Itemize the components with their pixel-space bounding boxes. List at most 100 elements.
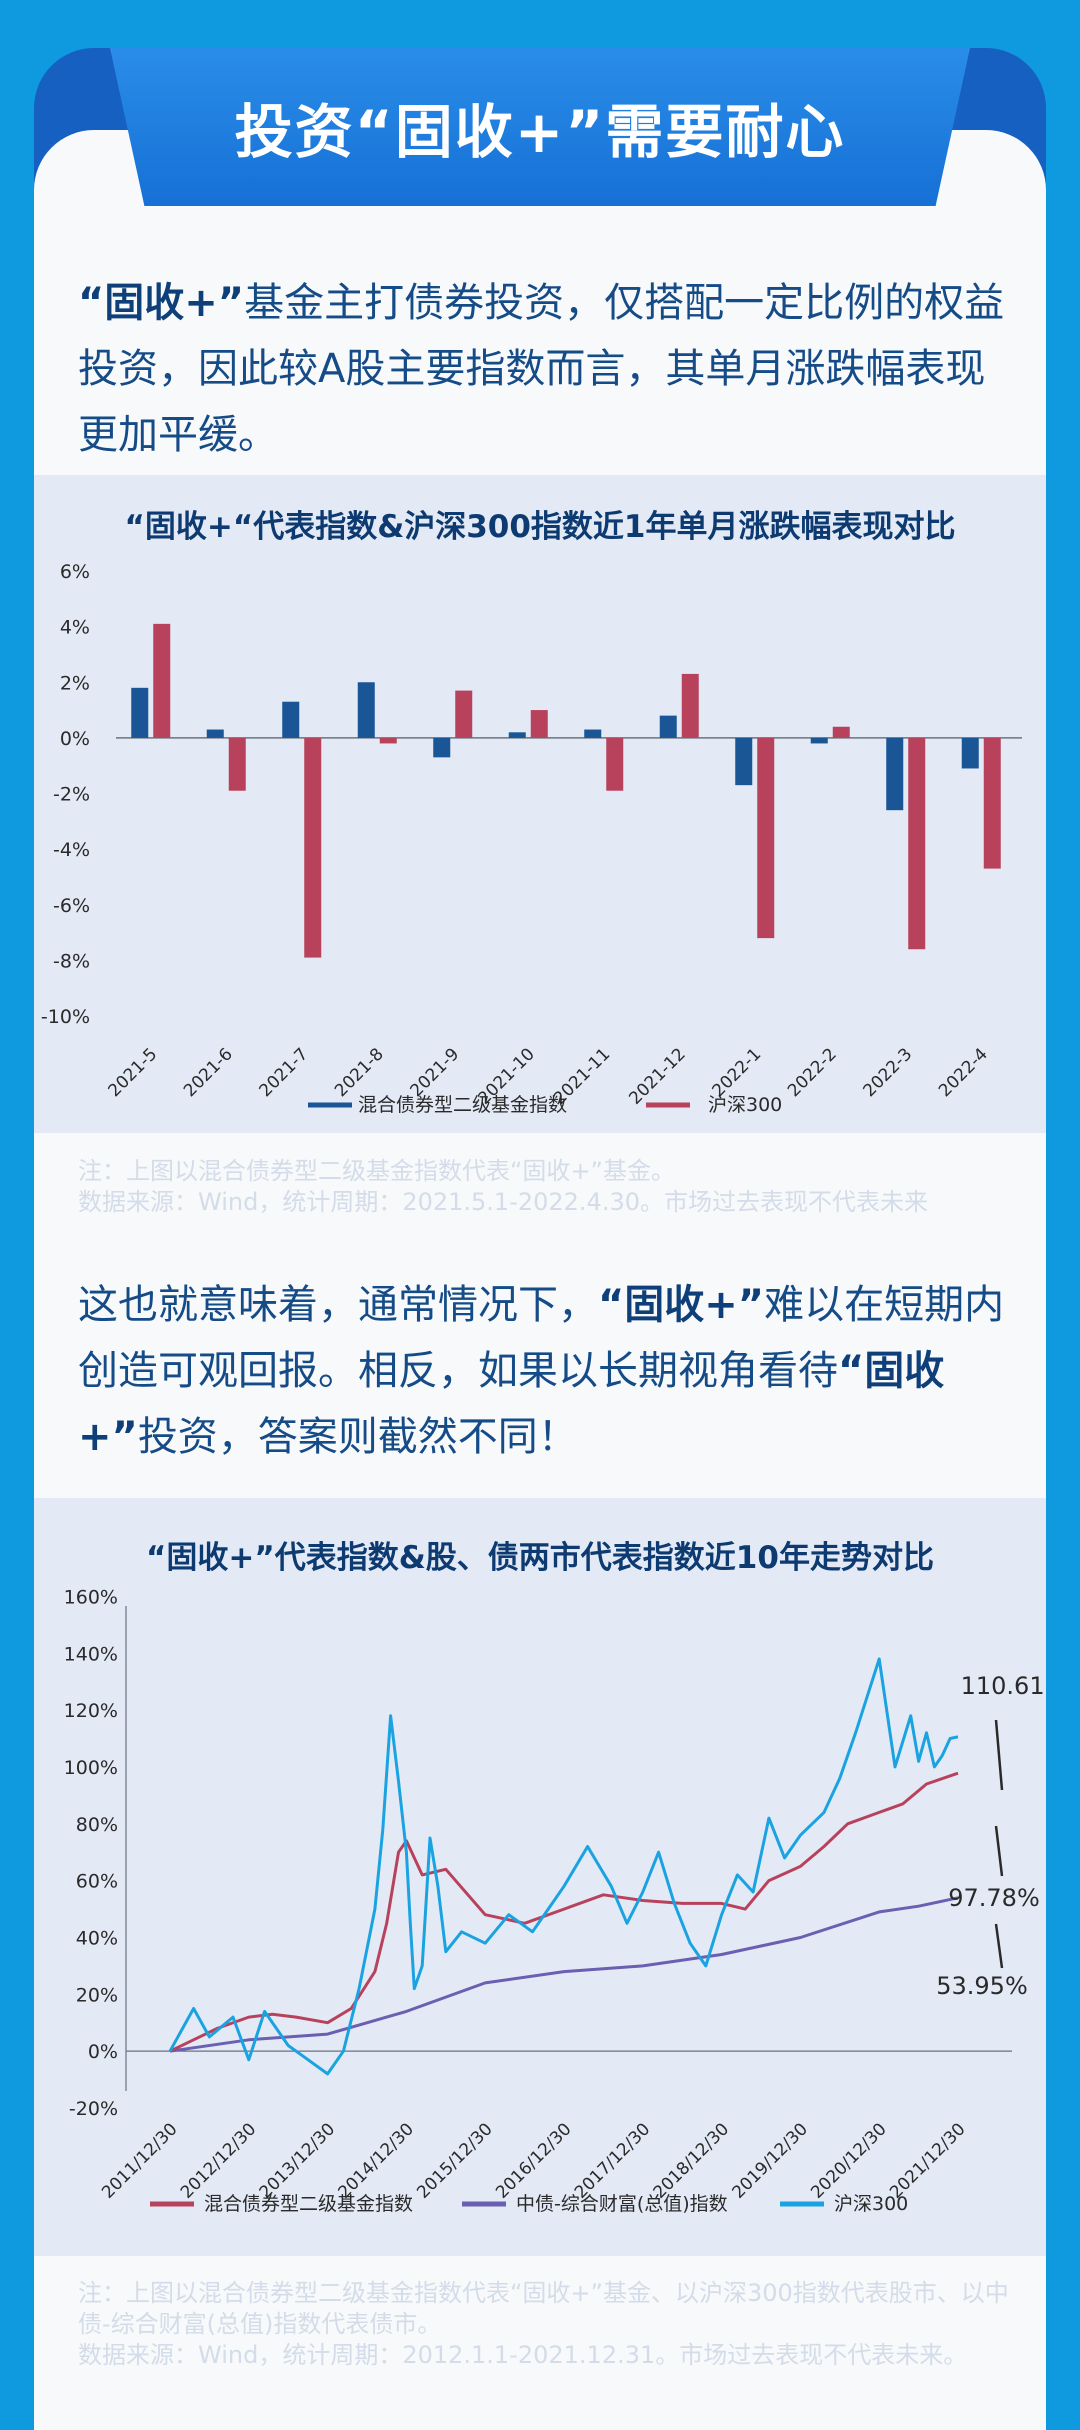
chart1-x-tick: 2022-2 [784, 1044, 841, 1101]
chart2-x-tick: 2020/12/30 [807, 2119, 890, 2202]
middle-text2: 难以在短期内创造可观回报。相反，如果以长期视角看待 [78, 1282, 1005, 1394]
chart2-y-tick: 0% [88, 2041, 118, 2063]
intro-text: 基金主打债券投资，仅搭配一定比例的权益投资，因此较A股主要指数而言，其单月涨跌幅… [78, 280, 1005, 458]
chart2-y-tick: 40% [76, 1927, 118, 1949]
chart1-y-tick: -10% [41, 1006, 90, 1028]
chart1-bar [606, 737, 624, 791]
middle-bold1: “固收+” [598, 1282, 765, 1328]
chart1-x-tick: 2021-12 [625, 1044, 689, 1108]
chart1-legend-label: 混合债券型二级基金指数 [358, 1094, 567, 1116]
chart1-x-tick: 2021-9 [407, 1044, 464, 1101]
chart2-y-tick: -20% [69, 2098, 118, 2120]
chart1-bar [131, 687, 149, 738]
chart2-series-line [168, 1657, 959, 2076]
chart2-x-tick: 2016/12/30 [492, 2119, 575, 2202]
chart2-x-tick: 2012/12/30 [177, 2119, 260, 2202]
chart2-x-tick: 2015/12/30 [413, 2119, 496, 2202]
chart2-x-tick: 2017/12/30 [571, 2119, 654, 2202]
chart2-series-line [169, 1771, 959, 2053]
chart1-bar [810, 737, 828, 744]
chart1-panel: “固收+“代表指数&沪深300指数近1年单月涨跌幅表现对比 6% 4% 2% 0% -2… [34, 475, 1046, 1133]
chart1-title: “固收+“代表指数&沪深300指数近1年单月涨跌幅表现对比 [124, 509, 956, 545]
chart2-title: “固收+”代表指数&股、债两市代表指数近10年走势对比 [146, 1540, 934, 1576]
chart2-y-tick: 20% [76, 1984, 118, 2006]
chart1-y-tick: 4% [60, 617, 90, 639]
chart1-bar [908, 737, 926, 950]
chart1-y-tick: -6% [53, 895, 90, 917]
chart1-x-tick: 2022-3 [860, 1044, 917, 1101]
intro-paragraph: “固收+”基金主打债券投资，仅搭配一定比例的权益投资，因此较A股主要指数而言，其… [78, 270, 1008, 468]
chart1-bar [304, 737, 322, 958]
chart1-y-tick: 2% [60, 672, 90, 694]
chart1-bar [433, 737, 451, 758]
chart1-bar [757, 737, 775, 939]
chart1-bar [153, 623, 171, 738]
chart2-x-tick: 2021/12/30 [886, 2119, 969, 2202]
chart1-y-tick: -8% [53, 950, 90, 972]
chart2-x-tick: 2018/12/30 [650, 2119, 733, 2202]
chart1-bar [832, 726, 850, 738]
chart1-y-tick: -2% [53, 784, 90, 806]
chart2-y-tick: 60% [76, 1871, 118, 1893]
chart1-bar [681, 673, 699, 738]
chart1-bar [659, 715, 677, 738]
chart1-bar [206, 729, 224, 738]
chart2-x-tick: 2014/12/30 [335, 2119, 418, 2202]
chart1-bar [983, 737, 1001, 869]
chart1-bar [584, 729, 602, 738]
chart2-legend-label: 混合债券型二级基金指数 [204, 2193, 413, 2215]
chart2-note-line1: 注：上图以混合债券型二级基金指数代表“固收+”基金、以沪深300指数代表股市、以… [78, 2279, 1009, 2338]
chart2-y-tick: 120% [64, 1700, 118, 1722]
chart2-note: 注：上图以混合债券型二级基金指数代表“固收+”基金、以沪深300指数代表股市、以… [78, 2278, 1018, 2371]
header-banner: 投资“固收+”需要耐心 [110, 48, 970, 206]
chart2-y-tick: 80% [76, 1814, 118, 1836]
chart1-x-tick: 2021-5 [105, 1044, 162, 1101]
chart1-bar [455, 690, 473, 738]
chart2-x-tick: 2019/12/30 [729, 2119, 812, 2202]
middle-text1: 这也就意味着，通常情况下， [78, 1282, 598, 1328]
chart1-y-tick: -4% [53, 839, 90, 861]
chart2-end-label: 53.95% [936, 1972, 1028, 2000]
chart1-x-tick: 2021-7 [256, 1044, 313, 1101]
chart2-end-pointer [994, 1825, 1004, 1877]
chart1-x-tick: 2021-8 [331, 1044, 388, 1101]
chart2-legend-label: 沪深300 [834, 2193, 908, 2215]
chart2-end-pointer [994, 1923, 1004, 1969]
middle-bold2: “固收+” [78, 1348, 945, 1460]
chart2-y-tick: 100% [64, 1757, 118, 1779]
chart1-bar [282, 701, 300, 738]
chart1-bar [530, 710, 548, 738]
chart1-bar [886, 737, 904, 811]
chart1-note-line2: 数据来源：Wind，统计周期：2021.5.1-2022.4.30。市场过去表现… [78, 1188, 928, 1216]
chart2-note-line2: 数据来源：Wind，统计周期：2012.1.1-2021.12.31。市场过去表… [78, 2341, 968, 2369]
chart1-bar [961, 737, 979, 769]
chart1-x-tick: 2022-1 [709, 1044, 766, 1101]
chart2-y-tick: 140% [64, 1643, 118, 1665]
middle-paragraph: 这也就意味着，通常情况下，“固收+”难以在短期内创造可观回报。相反，如果以长期视… [78, 1272, 1008, 1470]
chart2-end-label: 97.78% [948, 1884, 1040, 1912]
chart2-panel: “固收+”代表指数&股、债两市代表指数近10年走势对比 160% 140% 120%… [34, 1498, 1046, 2256]
chart1-x-tick: 2021-6 [180, 1044, 237, 1101]
chart1-bar [379, 737, 397, 744]
chart1-bar [508, 732, 526, 738]
chart2-end-label: 110.61% [961, 1672, 1046, 1700]
chart2-x-tick: 2011/12/30 [98, 2119, 181, 2202]
chart1-bar [228, 737, 246, 791]
chart1-note-line1: 注：上图以混合债券型二级基金指数代表“固收+”基金。 [78, 1157, 675, 1185]
chart2-series-line [169, 1896, 959, 2053]
chart1-svg: 6% 4% 2% 0% -2% -4% -6% -8% -10% 2021-5 2021-6 2021… [41, 561, 1022, 1116]
chart1-legend-label: 沪深300 [708, 1094, 782, 1116]
chart1-note: 注：上图以混合债券型二级基金指数代表“固收+”基金。 数据来源：Wind，统计周… [78, 1156, 1018, 1218]
middle-text3: 投资，答案则截然不同！ [137, 1414, 578, 1460]
chart1-bar [357, 682, 375, 738]
chart2-y-tick: 160% [64, 1586, 118, 1608]
chart1-y-tick: 6% [60, 561, 90, 583]
chart2-end-pointer [994, 1719, 1004, 1791]
chart1-bar [735, 737, 753, 786]
chart1-y-tick: 0% [60, 728, 90, 750]
chart2-svg: 160% 140% 120% 100% 80% 60% 40% 20% 0% -20%2011/1… [64, 1586, 1046, 2215]
chart1-x-tick: 2022-4 [935, 1044, 992, 1101]
chart2-x-tick: 2013/12/30 [256, 2119, 339, 2202]
page-title: 投资“固收+”需要耐心 [234, 98, 846, 166]
intro-bold: “固收+” [78, 280, 245, 326]
